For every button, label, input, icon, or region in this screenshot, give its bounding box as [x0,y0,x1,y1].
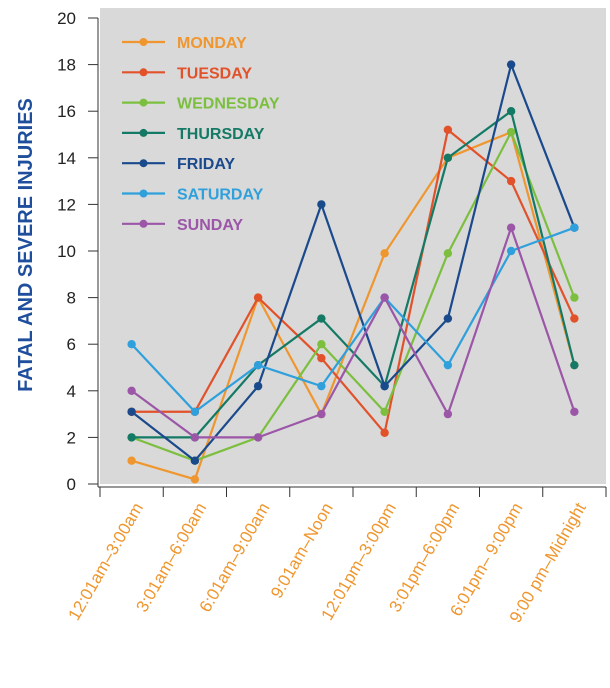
y-tick-label: 12 [57,195,76,214]
y-tick-label: 8 [67,289,76,308]
data-point-thursday [317,314,326,323]
legend-swatch-marker [139,189,148,198]
legend-label: SATURDAY [177,187,264,204]
series-line-friday [130,63,576,462]
series-line-sunday [130,226,576,439]
data-point-thursday [506,107,516,116]
x-tick-label: 9:01am–Noon [267,500,337,602]
legend-label: MONDAY [177,35,247,52]
legend-item-tuesday: TUESDAY [122,65,252,82]
series-line-saturday [130,226,575,413]
legend-label: SUNDAY [177,217,243,234]
data-point-tuesday [253,293,263,302]
legend-swatch-marker [139,98,148,107]
data-point-saturday [570,223,579,232]
legend: MONDAY TUESDAY WEDNESDAY THURSDAY FRIDAY SATU… [122,35,280,234]
data-point-saturday [506,246,516,256]
data-point-friday [253,381,263,391]
legend-item-wednesday: WEDNESDAY [122,96,280,113]
series-line-tuesday [131,128,576,434]
x-tick-label: 6:01am–9:00am [196,500,274,616]
data-point-thursday [127,433,136,442]
data-point-saturday [253,360,263,370]
data-point-saturday [317,381,326,391]
series-line-thursday [131,110,576,439]
y-tick-label: 4 [67,382,76,401]
legend-swatch-marker [139,219,148,228]
legend-item-friday: FRIDAY [122,156,235,173]
data-point-sunday [253,433,263,442]
data-point-friday [380,381,389,391]
data-point-tuesday [443,125,453,135]
y-tick-label: 18 [57,56,76,75]
data-point-sunday [380,293,389,302]
data-point-saturday [127,340,136,349]
series-saturday [127,223,579,416]
y-tick-label: 16 [57,102,76,121]
data-point-saturday [443,360,453,370]
data-point-tuesday [570,314,579,323]
legend-swatch-marker [139,38,148,46]
y-axis: 0 2 4 6 8 10 12 14 16 18 20 [57,9,99,494]
data-point-saturday [190,407,200,416]
legend-item-sunday: SUNDAY [122,217,243,234]
y-tick-label: 0 [67,475,76,494]
data-point-friday [506,60,516,69]
legend-item-thursday: THURSDAY [122,126,265,143]
y-axis-title: FATAL AND SEVERE INJURIES [15,98,37,392]
data-point-wednesday [570,293,579,302]
y-tick-label: 20 [57,9,76,28]
legend-swatch-marker [139,68,148,77]
y-tick-label: 10 [57,242,76,261]
data-point-tuesday [506,176,516,186]
legend-label: FRIDAY [177,156,235,173]
data-point-sunday [506,223,516,232]
legend-label: THURSDAY [177,126,265,143]
legend-label: WEDNESDAY [177,96,280,113]
legend-swatch-marker [139,159,148,168]
data-point-sunday [443,409,453,419]
data-point-tuesday [317,353,326,363]
data-point-thursday [570,360,579,370]
data-point-sunday [570,407,579,416]
legend-label: TUESDAY [177,65,252,82]
legend-item-saturday: SATURDAY [122,187,264,204]
series-layer [127,60,579,484]
data-point-monday [190,475,200,484]
data-point-sunday [127,386,136,395]
y-tick-label: 6 [67,335,76,354]
x-tick-label: 3:01pm–6:00pm [385,500,463,616]
data-point-friday [127,407,136,416]
data-point-monday [380,249,389,258]
legend-item-monday: MONDAY [122,35,247,52]
data-point-friday [190,456,200,465]
series-tuesday [127,125,579,437]
data-point-monday [127,456,136,465]
y-tick-label: 14 [57,149,76,168]
data-point-sunday [317,409,326,419]
legend-swatch-marker [139,128,148,137]
data-point-wednesday [380,407,389,416]
data-point-tuesday [380,428,389,437]
x-axis: 12:01am–3:00am3:01am–6:00am6:01am–9:00am… [64,486,607,626]
data-point-wednesday [443,249,453,258]
data-point-friday [443,314,453,323]
x-tick-label: 3:01am–6:00am [132,500,210,616]
series-sunday [127,223,579,442]
data-point-sunday [190,433,200,442]
data-point-wednesday [317,340,326,349]
data-point-wednesday [506,127,516,137]
y-tick-label: 2 [67,428,76,447]
data-point-friday [317,200,326,209]
data-point-thursday [443,153,453,162]
series-line-wednesday [131,131,576,462]
